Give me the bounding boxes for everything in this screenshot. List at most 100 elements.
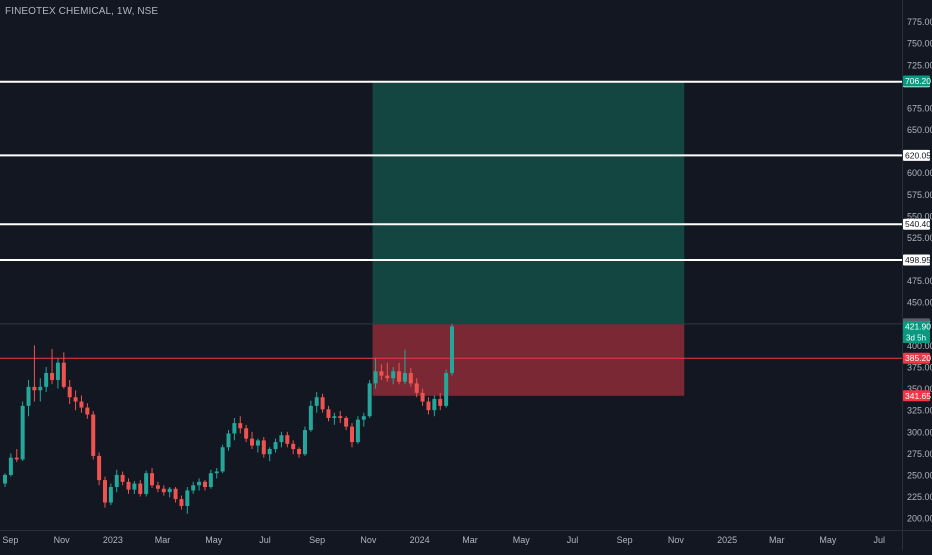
candle-body-49 <box>291 443 296 450</box>
x-tick-label-14: 2025 <box>717 535 737 545</box>
candle-body-9 <box>55 362 60 380</box>
x-tick-label-16: May <box>819 535 837 545</box>
x-tick-label-11: Jul <box>567 535 579 545</box>
candle-body-11 <box>67 386 72 398</box>
x-tick-label-8: 2024 <box>410 535 430 545</box>
y-tick-label-10: 450.00 <box>907 298 932 308</box>
profit-zone <box>372 81 685 324</box>
candle-body-37 <box>220 447 225 472</box>
candle-body-42 <box>250 438 255 446</box>
candle-body-30 <box>179 499 184 507</box>
candle-body-14 <box>85 407 90 415</box>
candle-body-76 <box>450 326 454 374</box>
y-tick-label-5: 600.00 <box>907 168 932 178</box>
candle-body-48 <box>285 435 290 444</box>
y-tick-label-3: 675.00 <box>907 103 932 113</box>
y-tick-label-16: 275.00 <box>907 449 932 459</box>
x-tick-label-6: Sep <box>309 535 325 545</box>
candle-body-0 <box>3 474 7 484</box>
candle-body-56 <box>332 416 337 418</box>
level-badge-3-bg <box>903 254 930 266</box>
candle-body-75 <box>444 373 449 406</box>
candle-body-58 <box>344 417 349 427</box>
candle-body-32 <box>191 485 196 491</box>
price-badge-target-bg <box>903 75 930 87</box>
candle-body-73 <box>432 398 437 411</box>
candle-body-15 <box>91 414 96 456</box>
candle-body-26 <box>155 485 160 489</box>
price-badge-last-text: 421.90 <box>905 322 931 332</box>
candle-body-66 <box>391 371 396 379</box>
candle-body-38 <box>226 433 231 448</box>
level-badge-1-bg <box>903 149 930 161</box>
candle-body-64 <box>379 371 384 376</box>
loss-zone <box>372 323 685 396</box>
y-tick-label-13: 350.00 <box>907 384 932 394</box>
candle-body-13 <box>79 401 84 408</box>
candle-body-44 <box>261 440 266 455</box>
candle-body-69 <box>408 373 413 384</box>
y-tick-label-14: 325.00 <box>907 406 932 416</box>
x-tick-label-2: 2023 <box>103 535 123 545</box>
candle-body-28 <box>167 488 172 493</box>
candle-body-3 <box>20 405 25 460</box>
y-tick-label-1: 750.00 <box>907 39 932 49</box>
red-level-badge-bg <box>903 352 930 364</box>
candle-body-4 <box>26 386 31 406</box>
candle-body-50 <box>297 449 302 455</box>
candle-body-31 <box>185 490 190 507</box>
y-tick-label-2: 725.00 <box>907 60 932 70</box>
candle-body-61 <box>361 416 366 420</box>
candle-body-5 <box>32 386 37 391</box>
candle-body-65 <box>385 375 390 379</box>
y-tick-label-15: 300.00 <box>907 427 932 437</box>
candle-body-25 <box>150 473 155 486</box>
candle-body-55 <box>326 409 331 418</box>
level-badge-2-text: 540.40 <box>905 219 931 229</box>
candle-body-67 <box>397 371 402 382</box>
price-badge-target-text: 706.20 <box>905 76 931 86</box>
candle-body-16 <box>97 455 102 481</box>
candle-body-51 <box>302 430 307 455</box>
x-tick-label-9: Mar <box>462 535 478 545</box>
chart-title: FINEOTEX CHEMICAL, 1W, NSE <box>5 6 159 17</box>
price-badge-stop-text: 341.65 <box>905 391 931 401</box>
x-tick-label-13: Nov <box>668 535 685 545</box>
candle-body-36 <box>214 471 219 474</box>
candle-body-7 <box>44 373 49 387</box>
candle-body-23 <box>138 483 143 494</box>
candle-body-8 <box>50 373 55 380</box>
y-tick-label-7: 550.00 <box>907 211 932 221</box>
y-tick-label-9: 475.00 <box>907 276 932 286</box>
x-tick-label-1: Nov <box>54 535 71 545</box>
candle-body-68 <box>402 373 407 382</box>
price-badge-stop-bg <box>903 390 930 402</box>
candle-body-35 <box>208 473 213 488</box>
candle-body-74 <box>438 398 443 406</box>
x-tick-label-17: Jul <box>873 535 885 545</box>
candle-body-33 <box>197 481 202 486</box>
candle-body-10 <box>61 362 66 387</box>
candle-body-57 <box>338 416 343 418</box>
candle-body-20 <box>120 474 125 482</box>
candle-body-17 <box>102 480 107 503</box>
y-tick-label-12: 375.00 <box>907 362 932 372</box>
candle-body-54 <box>320 397 325 410</box>
candle-body-43 <box>255 440 260 446</box>
x-tick-label-10: May <box>513 535 531 545</box>
candle-body-18 <box>108 487 113 503</box>
candle-body-45 <box>267 449 272 455</box>
y-tick-label-17: 250.00 <box>907 470 932 480</box>
y-tick-label-18: 225.00 <box>907 492 932 502</box>
candle-body-72 <box>426 401 431 411</box>
candle-body-1 <box>8 457 13 475</box>
candle-body-59 <box>350 426 355 443</box>
candle-body-19 <box>114 474 119 488</box>
candle-body-29 <box>173 488 178 500</box>
price-badge-last-bg <box>903 321 930 333</box>
candle-body-52 <box>308 405 313 431</box>
x-tick-label-0: Sep <box>2 535 18 545</box>
level-badge-3-text: 498.95 <box>905 255 931 265</box>
